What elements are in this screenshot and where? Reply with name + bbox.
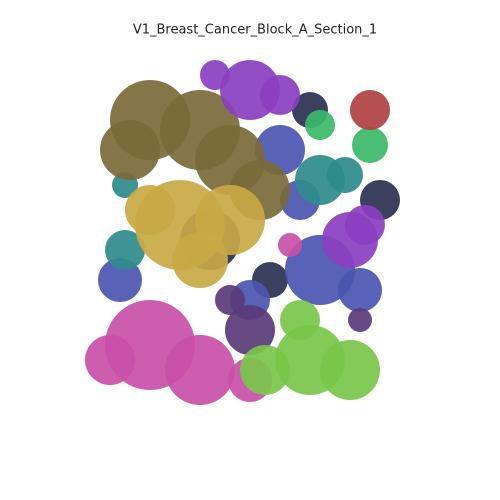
- cluster-spot: [215, 285, 245, 315]
- cluster-spot: [225, 305, 275, 355]
- cluster-spot: [172, 232, 228, 288]
- cluster-spot: [100, 120, 160, 180]
- cluster-spot: [125, 185, 175, 235]
- cluster-spot: [280, 300, 320, 340]
- cluster-spot: [200, 60, 230, 90]
- cluster-spot: [327, 157, 363, 193]
- cluster-spot: [338, 268, 382, 312]
- chart-title: V1_Breast_Cancer_Block_A_Section_1: [133, 23, 377, 38]
- cluster-spot: [350, 90, 390, 130]
- cluster-spot: [305, 110, 335, 140]
- cluster-spot: [278, 233, 302, 257]
- cluster-spot: [352, 127, 388, 163]
- cluster-spot: [240, 345, 290, 395]
- cluster-spot: [260, 75, 300, 115]
- cluster-spot: [345, 205, 385, 245]
- cluster-spot: [348, 308, 372, 332]
- cluster-spot: [105, 230, 145, 270]
- cluster-spot: [320, 340, 380, 400]
- cluster-spot: [165, 335, 235, 405]
- cluster-spot: [85, 335, 135, 385]
